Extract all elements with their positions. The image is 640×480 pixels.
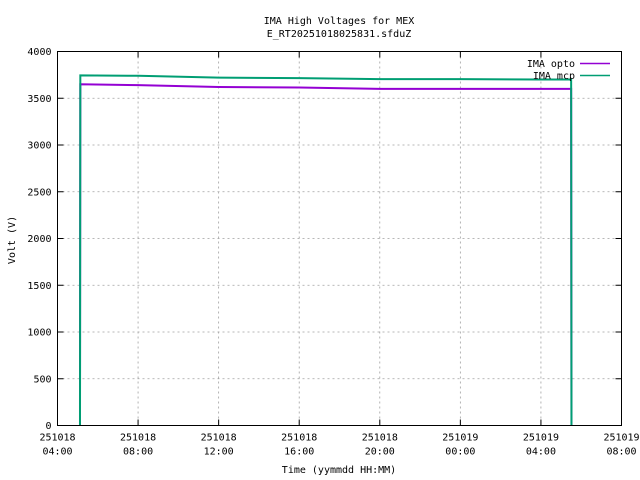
axis-ticks: 0 500 1000 1500 2000 2500 3000 3500 4000 251018 04… [27, 47, 639, 458]
x-tick-label-date: 251018 [281, 433, 317, 444]
x-tick-label-time: 12:00 [204, 447, 234, 458]
series-line-ima-mcp [78, 74, 573, 426]
legend-label-ima-mcp: IMA mcp [533, 71, 575, 82]
y-tick-label: 1500 [27, 281, 51, 292]
x-tick-label-time: 08:00 [123, 447, 153, 458]
x-tick-label-date: 251019 [603, 433, 639, 444]
x-axis-label: Time (yymmdd HH:MM) [282, 465, 396, 476]
x-tick-label-date: 251018 [201, 433, 237, 444]
legend: IMA opto IMA mcp [527, 59, 610, 82]
y-tick-label: 3500 [27, 94, 51, 105]
x-tick-label-date: 251018 [362, 433, 398, 444]
x-tick-label-time: 04:00 [42, 447, 72, 458]
series-line-ima-opto [78, 83, 573, 426]
grid [57, 51, 622, 426]
series-lines [78, 74, 573, 426]
x-tick-label-time: 04:00 [526, 447, 556, 458]
y-tick-label: 500 [33, 374, 51, 385]
x-tick-label-date: 251018 [120, 433, 156, 444]
plot-frame [57, 51, 622, 426]
chart-subtitle: E_RT20251018025831.sfduZ [267, 29, 412, 40]
y-tick-label: 1000 [27, 328, 51, 339]
y-tick-label: 4000 [27, 47, 51, 58]
y-axis-label: Volt (V) [7, 216, 18, 264]
x-tick-label-date: 251019 [442, 433, 478, 444]
x-tick-label-time: 20:00 [365, 447, 395, 458]
y-tick-label: 2000 [27, 234, 51, 245]
x-tick-label-time: 00:00 [445, 447, 475, 458]
x-tick-label-date: 251019 [523, 433, 559, 444]
x-tick-label-time: 08:00 [606, 447, 636, 458]
legend-label-ima-opto: IMA opto [527, 59, 575, 70]
x-tick-label-date: 251018 [39, 433, 75, 444]
chart-title: IMA High Voltages for MEX [264, 16, 415, 27]
y-tick-label: 3000 [27, 141, 51, 152]
x-tick-label-time: 16:00 [284, 447, 314, 458]
y-tick-label: 0 [45, 421, 51, 432]
y-tick-label: 2500 [27, 187, 51, 198]
